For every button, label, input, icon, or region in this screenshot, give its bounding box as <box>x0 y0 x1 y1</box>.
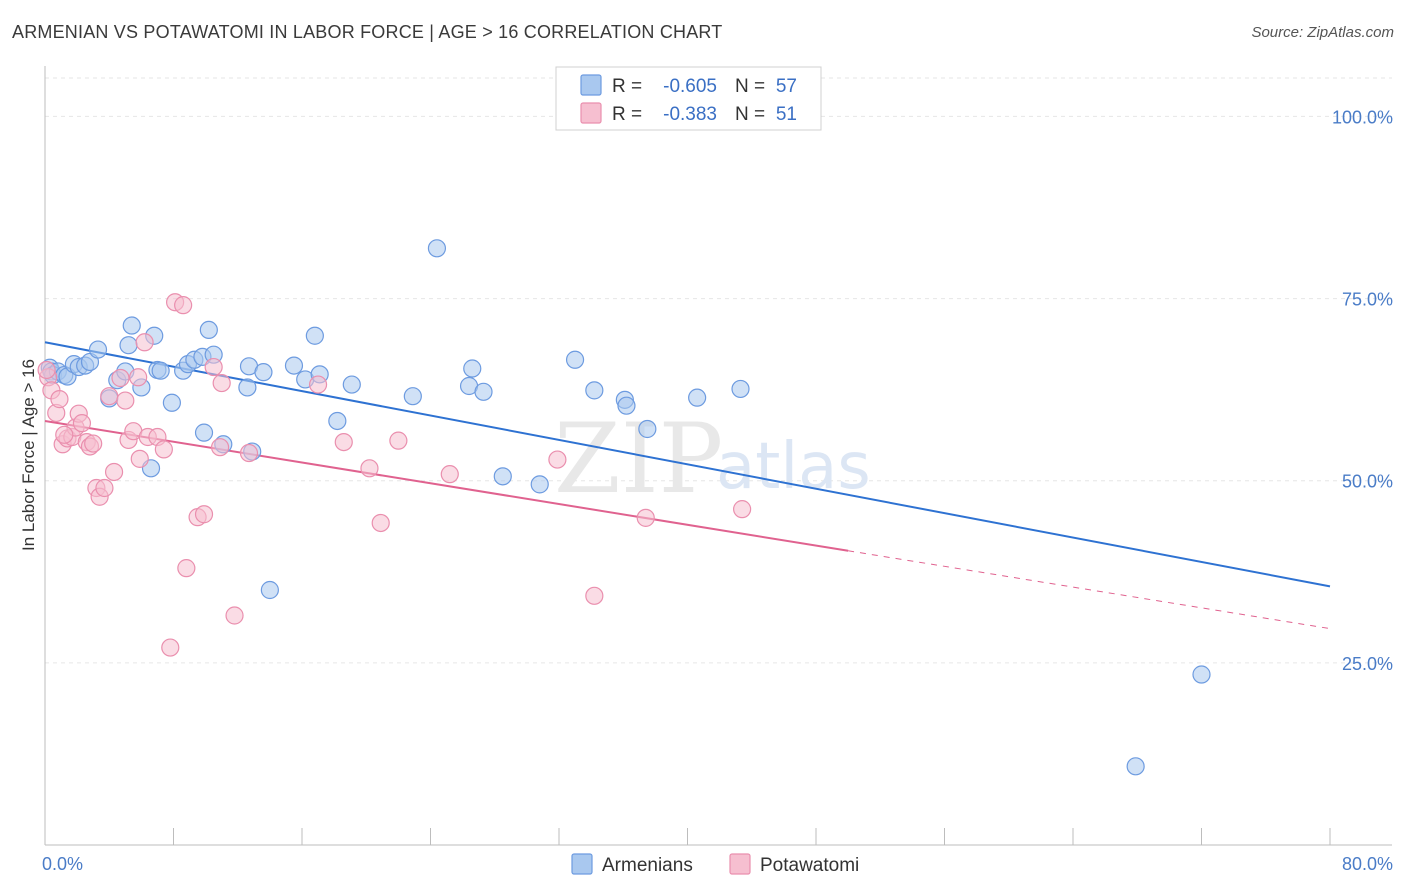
point-potawatomi <box>585 586 604 605</box>
tick-labels: 100.0% 75.0% 50.0% 25.0% 0.0% 80.0% <box>42 107 1393 874</box>
trend-line-potawatomi-extension <box>848 550 1331 630</box>
point-armenians <box>493 467 512 486</box>
legend-n-label: N = <box>735 104 765 125</box>
point-armenians <box>731 379 750 399</box>
chart-title: ARMENIAN VS POTAWATOMI IN LABOR FORCE | … <box>12 22 723 42</box>
y-tick-label: 75.0% <box>1342 290 1393 310</box>
point-armenians <box>1192 665 1211 684</box>
y-tick-label: 100.0% <box>1332 107 1393 127</box>
trend-line-potawatomi <box>44 419 849 552</box>
legend-swatch-armenians <box>580 74 602 96</box>
point-potawatomi <box>116 391 135 410</box>
axes: In Labor Force | Age > 16 <box>19 66 1392 846</box>
point-potawatomi <box>50 390 69 409</box>
point-potawatomi <box>225 606 244 625</box>
bottom-legend-label-potawatomi: Potawatomi <box>760 855 859 876</box>
point-armenians <box>328 411 347 431</box>
point-armenians <box>342 375 361 394</box>
point-armenians <box>199 320 218 339</box>
watermark-zip: ZIP <box>554 403 723 515</box>
point-potawatomi <box>111 368 130 388</box>
point-potawatomi <box>239 443 259 463</box>
data-points <box>37 239 1211 776</box>
legend-n-value: 57 <box>776 76 797 97</box>
point-potawatomi <box>360 459 379 478</box>
point-armenians <box>119 336 138 355</box>
y-tick-label: 50.0% <box>1342 472 1393 492</box>
point-armenians <box>427 239 447 258</box>
point-potawatomi <box>72 414 92 433</box>
point-armenians <box>403 387 422 406</box>
point-potawatomi <box>212 373 231 393</box>
point-armenians <box>194 423 214 442</box>
point-armenians <box>463 359 482 378</box>
point-potawatomi <box>308 375 328 394</box>
point-armenians <box>88 340 108 359</box>
point-potawatomi <box>194 505 214 524</box>
bottom-legend-swatch-armenians <box>571 853 593 875</box>
point-potawatomi <box>733 500 752 519</box>
point-potawatomi <box>55 425 74 444</box>
point-potawatomi <box>130 449 149 468</box>
x-tick-label: 0.0% <box>42 854 83 874</box>
point-potawatomi <box>95 478 114 498</box>
point-armenians <box>688 388 707 407</box>
point-armenians <box>530 475 549 494</box>
point-armenians <box>122 316 141 335</box>
point-potawatomi <box>104 462 124 482</box>
point-armenians <box>151 361 170 380</box>
legend-box: R = -0.605 N = 57 R = -0.383 N = 51 <box>555 66 822 131</box>
point-potawatomi <box>440 465 459 484</box>
legend-r-label: R = <box>612 104 642 125</box>
point-potawatomi <box>389 431 408 450</box>
point-potawatomi <box>37 360 56 380</box>
x-tick-label: 80.0% <box>1342 854 1393 874</box>
watermark-atlas: atlas <box>716 430 871 504</box>
trend-line-armenians <box>44 341 1331 588</box>
legend-r-value: -0.605 <box>663 76 717 97</box>
trend-lines <box>44 341 1331 630</box>
point-potawatomi <box>548 450 567 469</box>
point-armenians <box>284 356 304 375</box>
point-potawatomi <box>129 368 148 387</box>
bottom-legend-swatch-potawatomi <box>729 853 751 875</box>
point-potawatomi <box>177 559 196 578</box>
point-armenians <box>565 350 585 369</box>
point-armenians <box>254 363 273 382</box>
y-tick-label: 25.0% <box>1342 654 1393 674</box>
point-potawatomi <box>154 440 173 459</box>
point-armenians <box>617 396 636 415</box>
legend-r-label: R = <box>612 76 642 97</box>
point-armenians <box>238 378 257 397</box>
point-potawatomi <box>161 638 180 657</box>
chart-source: Source: ZipAtlas.com <box>1251 24 1394 41</box>
legend-n-value: 51 <box>776 104 797 125</box>
point-potawatomi <box>636 508 655 527</box>
point-potawatomi <box>84 434 103 453</box>
legend-r-value: -0.383 <box>663 104 717 125</box>
point-armenians <box>305 326 324 345</box>
point-potawatomi <box>210 438 230 457</box>
point-armenians <box>260 580 279 600</box>
point-armenians <box>162 393 181 412</box>
point-armenians <box>1126 757 1145 776</box>
point-potawatomi <box>371 513 390 533</box>
point-potawatomi <box>334 433 353 452</box>
point-potawatomi <box>204 357 223 377</box>
point-armenians <box>585 381 604 400</box>
bottom-legend-label-armenians: Armenians <box>602 855 693 876</box>
bottom-legend: Armenians Potawatomi <box>571 853 859 876</box>
y-axis-title: In Labor Force | Age > 16 <box>19 359 38 551</box>
point-armenians <box>474 382 493 401</box>
point-potawatomi <box>100 387 119 406</box>
point-potawatomi <box>174 296 193 315</box>
legend-swatch-potawatomi <box>580 102 602 124</box>
point-armenians <box>638 419 657 439</box>
point-potawatomi <box>135 333 154 352</box>
legend-n-label: N = <box>735 76 765 97</box>
